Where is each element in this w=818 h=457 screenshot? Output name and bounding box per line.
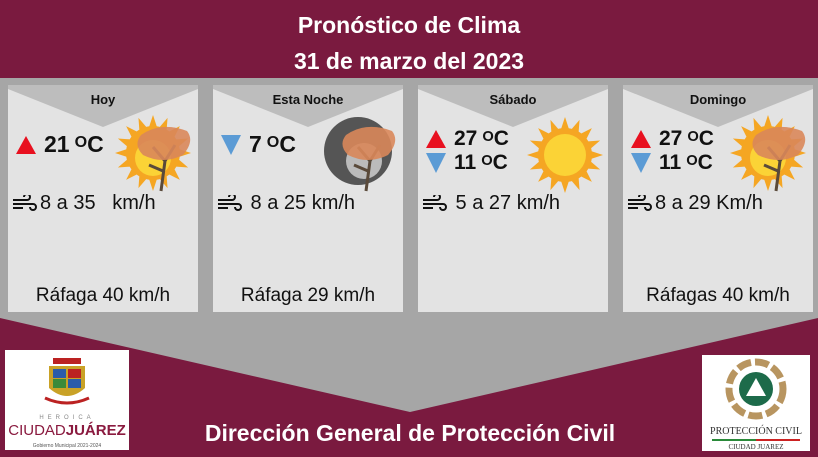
card-day: Domingo (689, 92, 747, 107)
temp-unit: C (492, 151, 508, 174)
temp-unit: C (279, 131, 296, 157)
wind-gust: Ráfagas 40 km/h (646, 285, 790, 306)
page-title: Pronóstico de Clima (297, 12, 521, 38)
logo-ciudad: CIUDAD (8, 422, 66, 439)
temp-unit: C (698, 127, 714, 150)
civil-protection-emblem-icon (725, 358, 787, 420)
card-header-shape (8, 85, 198, 127)
temp-high: 27 O C (426, 127, 509, 151)
temp-value: 7 (249, 131, 262, 157)
wind-gust: Ráfaga 29 km/h (240, 285, 376, 306)
logo-proteccion-civil: PROTECCIÓN CIVIL (710, 426, 802, 437)
forecast-card-0: Hoy 21 O C 8 a 35 km/h Ráfaga 40 km/h (8, 85, 198, 312)
wind-text: 8 a 29 Km/h (655, 192, 763, 214)
temp-degree: O (686, 153, 698, 169)
temp-value: 27 (659, 127, 683, 150)
wind-speed: 5 a 27 km/h (422, 192, 560, 215)
wind-text: 8 a 35 km/h (40, 192, 156, 214)
wind-icon (423, 194, 447, 211)
card-day: Hoy (90, 92, 116, 107)
arrow-down-icon (426, 153, 446, 173)
windy-sun-icon (728, 113, 808, 198)
logo-heroica: HEROICA (39, 415, 95, 421)
wind-speed: 8 a 25 km/h (217, 192, 355, 215)
coat-of-arms-icon (44, 358, 90, 405)
footer-title: Dirección General de Protección Civil (204, 420, 616, 446)
forecast-date: 31 de marzo del 2023 (293, 48, 525, 74)
card-day: Sábado (489, 92, 537, 107)
wind-speed: 8 a 29 Km/h (627, 192, 763, 215)
logo-juarez: JUÁREZ (65, 422, 126, 439)
temp-degree: O (266, 133, 280, 151)
temp-value: 11 (454, 151, 477, 174)
temp-degree: O (482, 129, 494, 145)
temp-value: 11 (659, 151, 682, 174)
windy-moon-icon (318, 113, 398, 198)
proteccion-civil-logo: PROTECCIÓN CIVIL CIUDAD JUAREZ (702, 355, 810, 451)
logo-gobierno: Gobierno Municipal 2021-2024 (32, 443, 102, 449)
temp-high: 21 O C (16, 131, 104, 158)
temp-degree: O (481, 153, 493, 169)
card-day: Esta Noche (272, 92, 344, 107)
temp-high: 27 O C (631, 127, 714, 151)
arrow-up-icon (16, 135, 36, 154)
wind-text: 8 a 25 km/h (245, 192, 356, 214)
card-header-shape (418, 85, 608, 127)
temp-degree: O (74, 133, 88, 151)
wind-text: 5 a 27 km/h (450, 192, 561, 214)
temp-low: 11 O C (426, 151, 508, 175)
wind-icon (13, 194, 37, 211)
ciudad-juarez-logo: HEROICA CIUDADJUÁREZ Gobierno Municipal … (5, 350, 129, 450)
temp-degree: O (687, 129, 699, 145)
arrow-down-icon (221, 134, 241, 155)
wind-speed: 8 a 35 km/h (12, 192, 156, 215)
logo-ciudad-juarez: CIUDAD JUAREZ (728, 443, 784, 451)
temp-unit: C (493, 127, 509, 150)
wind-icon (628, 194, 652, 211)
temp-value: 27 (454, 127, 478, 150)
wind-icon (218, 194, 242, 211)
forecast-card-3: Domingo 27 O C 11 O C 8 a 29 Km/h Ráfagas 40 k… (623, 85, 813, 312)
wind-gust: Ráfaga 40 km/h (35, 285, 171, 306)
temp-value: 21 (44, 131, 70, 157)
sun-icon (525, 115, 605, 200)
arrow-up-icon (426, 130, 446, 148)
card-header-shape (623, 85, 813, 127)
arrow-down-icon (631, 153, 651, 173)
arrow-up-icon (631, 130, 651, 148)
temp-unit: C (697, 151, 713, 174)
temp-unit: C (87, 131, 104, 157)
card-header-shape (213, 85, 403, 127)
temp-low: 11 O C (631, 151, 713, 175)
windy-sun-icon (113, 113, 193, 198)
forecast-card-2: Sábado 27 O C 11 O C 5 a 27 km/h (418, 85, 608, 312)
